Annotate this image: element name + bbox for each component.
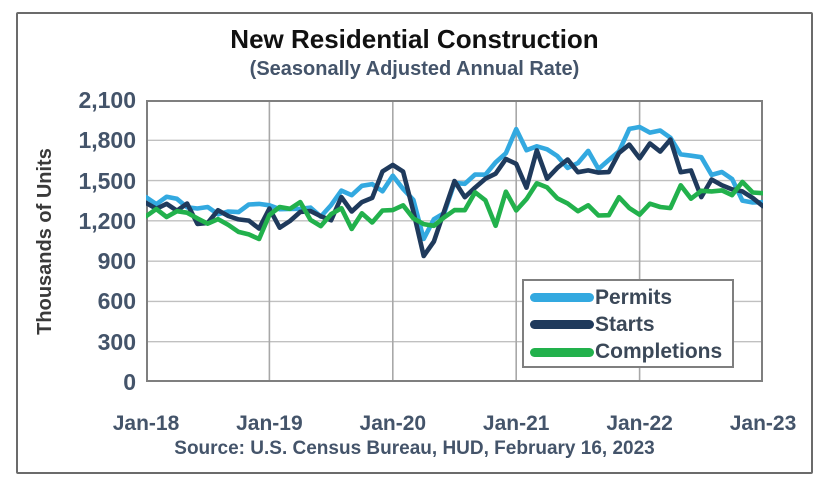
x-tick-label: Jan-19	[236, 412, 303, 435]
plot-border	[146, 100, 763, 382]
chart-subtitle: (Seasonally Adjusted Annual Rate)	[249, 58, 580, 80]
y-tick-label: 0	[123, 369, 136, 395]
x-tick-label: Jan-20	[359, 412, 427, 435]
chart-frame: New Residential Construction (Seasonally…	[16, 12, 813, 474]
y-tick-label: 600	[97, 288, 136, 315]
y-tick-label: 1,500	[78, 167, 136, 194]
y-tick-label: 1,800	[78, 127, 136, 154]
completions-line	[146, 179, 763, 242]
y-tick-label: 1,200	[78, 207, 136, 234]
y-tick-label: 300	[97, 328, 136, 355]
y-tick-label: 900	[97, 248, 136, 275]
legend-label-permits: Permits	[595, 285, 673, 309]
legend-swatch-completions	[530, 347, 594, 357]
x-tick-label: Jan-18	[112, 412, 180, 435]
legend-swatch-starts	[530, 320, 594, 330]
x-tick-label: Jan-22	[606, 412, 673, 435]
legend-item-completions: Completions	[530, 339, 732, 366]
x-tick-label: Jan-21	[482, 412, 550, 435]
legend-swatch-permits	[530, 293, 594, 303]
x-tick-label: Jan-23	[729, 412, 797, 435]
y-tick-label: 2,100	[78, 87, 136, 113]
legend-label-starts: Starts	[595, 312, 655, 336]
chart-title: New Residential Construction	[230, 24, 599, 54]
plot-area	[146, 100, 763, 382]
legend-item-starts: Starts	[530, 311, 732, 338]
legend-item-permits: Permits	[530, 284, 732, 311]
legend-label-completions: Completions	[595, 340, 723, 364]
starts-line	[146, 137, 763, 259]
legend: Permits Starts Completions	[522, 279, 734, 368]
source-note: Source: U.S. Census Bureau, HUD, Februar…	[174, 438, 655, 459]
